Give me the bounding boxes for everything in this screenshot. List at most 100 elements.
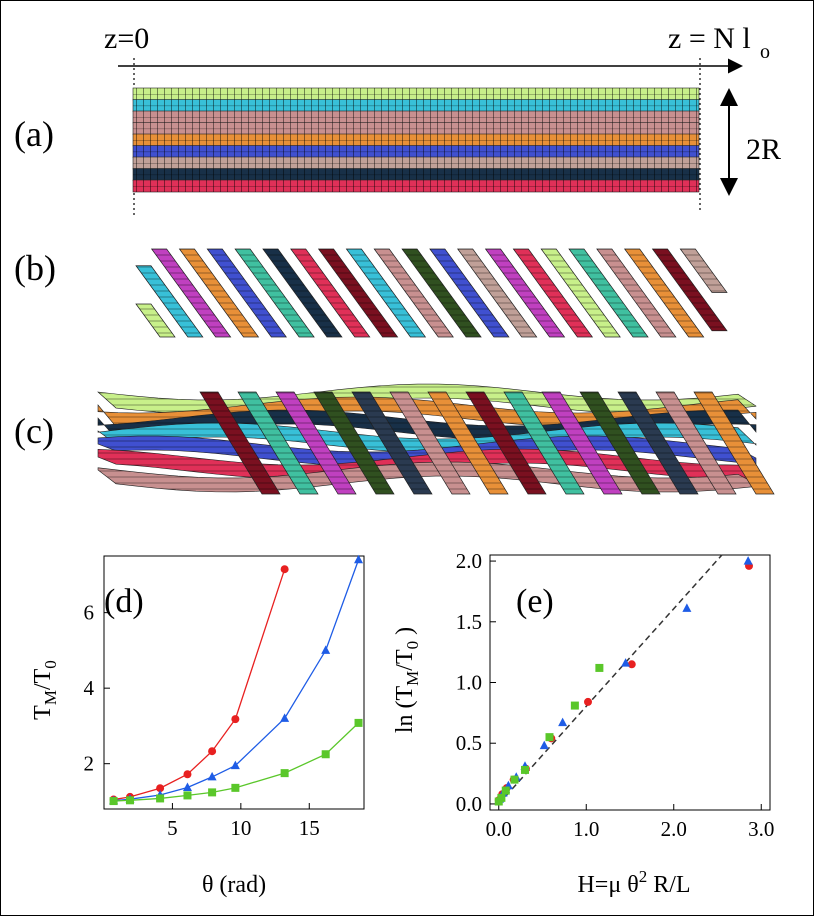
strand-b-mesh bbox=[235, 249, 315, 337]
chart-e-point bbox=[595, 663, 604, 672]
chart-e-point bbox=[497, 793, 506, 802]
strand-c-diagonal-mesh bbox=[504, 392, 584, 494]
chart-e-ytick-label: 2.0 bbox=[456, 549, 482, 573]
strand-c-diagonal-mesh bbox=[238, 392, 318, 494]
panel-a-straight-bundle: z=0 z = N l o 2R bbox=[104, 22, 781, 216]
chart-e-point bbox=[570, 701, 579, 710]
chart-d-point bbox=[354, 554, 364, 564]
chart-d-point bbox=[354, 718, 363, 727]
strand-c-diagonal-mesh bbox=[428, 392, 508, 494]
strand-b-mesh bbox=[596, 249, 676, 337]
strand-b-mesh bbox=[374, 249, 454, 337]
strand-b-mesh bbox=[318, 249, 398, 337]
chart-e-xtick-label: 3.0 bbox=[748, 817, 774, 841]
chart-d-ytick-label: 4 bbox=[84, 676, 95, 700]
chart-e-fit-line bbox=[498, 554, 723, 805]
chart-d-point bbox=[231, 783, 240, 792]
chart-d-point bbox=[280, 565, 289, 574]
strand-b-mesh bbox=[262, 249, 342, 337]
chart-e-xlabel: H=μ θ2 R/L bbox=[577, 867, 690, 898]
panel-label-d: (d) bbox=[104, 583, 144, 620]
strand-a-mesh bbox=[133, 99, 699, 112]
strand-b-mesh bbox=[402, 249, 482, 337]
chart-d-point bbox=[207, 771, 217, 781]
chart-d-point bbox=[156, 784, 165, 793]
chart-e-ytick-label: 0.0 bbox=[456, 792, 482, 816]
chart-e-xtick-label: 0.0 bbox=[486, 817, 512, 841]
strand-b-mesh bbox=[290, 249, 370, 337]
strand-a-mesh bbox=[133, 88, 699, 100]
strand-c-diagonal-mesh bbox=[200, 392, 280, 494]
chart-d-point bbox=[183, 770, 192, 779]
chart-e-point bbox=[627, 660, 636, 669]
strand-c-diagonal-mesh bbox=[694, 392, 774, 494]
strand-a-mesh bbox=[133, 111, 699, 123]
strand-c-diagonal-mesh bbox=[466, 392, 546, 494]
panel-c-buckled-bundle bbox=[97, 383, 775, 495]
chart-e-xtick-label: 1.0 bbox=[573, 817, 599, 841]
chart-d-point bbox=[156, 794, 165, 803]
panel-label-e: (e) bbox=[516, 583, 554, 620]
chart-d-ytick-label: 6 bbox=[84, 601, 95, 625]
chart-e-point bbox=[558, 717, 568, 727]
chart-e-point bbox=[539, 740, 549, 750]
strand-c-diagonal-mesh bbox=[314, 392, 394, 494]
chart-d-point bbox=[321, 645, 331, 654]
diameter-arrow-bottom-head bbox=[720, 178, 738, 196]
diameter-label: 2R bbox=[746, 133, 781, 166]
chart-e-point bbox=[621, 658, 631, 667]
panel-label-b: (b) bbox=[14, 248, 56, 288]
strand-c-diagonal-mesh bbox=[352, 392, 432, 494]
panel-label-a: (a) bbox=[14, 114, 54, 154]
chart-d-point bbox=[280, 713, 290, 722]
chart-d-xtick-label: 15 bbox=[299, 816, 320, 840]
strand-a-mesh bbox=[133, 180, 699, 192]
diameter-arrow-top-head bbox=[720, 88, 738, 106]
chart-d-ylabel: TM/T0 bbox=[30, 660, 60, 720]
chart-d-point bbox=[280, 769, 289, 778]
panel-b-twisted-bundle bbox=[135, 248, 728, 338]
strand-b-mesh bbox=[136, 304, 175, 337]
strand-a-mesh bbox=[133, 157, 699, 169]
strand-b-mesh bbox=[429, 249, 509, 337]
chart-d-point bbox=[230, 760, 240, 770]
z-start-label: z=0 bbox=[104, 22, 149, 55]
chart-e-ytick-label: 1.0 bbox=[456, 671, 482, 695]
strand-b-mesh bbox=[151, 249, 231, 337]
strand-c-diagonal-mesh bbox=[580, 392, 660, 494]
chart-d-point bbox=[208, 747, 217, 756]
chart-d: (d) θ (rad) TM/T0 5 10 15 2 4 6 bbox=[30, 554, 365, 898]
chart-d-xtick-label: 5 bbox=[167, 816, 178, 840]
chart-d-point bbox=[231, 715, 240, 724]
strand-b-mesh bbox=[136, 265, 203, 337]
chart-e-ytick-label: 0.5 bbox=[456, 731, 482, 755]
chart-d-point bbox=[109, 797, 118, 806]
chart-e-point bbox=[682, 603, 692, 612]
strand-b-mesh bbox=[624, 249, 704, 337]
strand-c-diagonal-mesh bbox=[656, 392, 736, 494]
z-end-subscript: o bbox=[760, 41, 770, 63]
z-end-label: z = N l bbox=[668, 22, 751, 55]
chart-e-point bbox=[501, 786, 510, 795]
chart-d-point bbox=[208, 788, 217, 797]
chart-d-xtick-label: 10 bbox=[230, 816, 251, 840]
strand-c-diagonal-mesh bbox=[390, 392, 470, 494]
strand-b-mesh bbox=[485, 249, 565, 337]
chart-e-point bbox=[510, 775, 519, 784]
panel-label-c: (c) bbox=[14, 411, 54, 451]
chart-d-xlabel: θ (rad) bbox=[202, 872, 266, 898]
strand-a-mesh bbox=[133, 122, 699, 135]
strand-b-mesh bbox=[179, 249, 259, 337]
chart-d-point bbox=[183, 791, 192, 800]
chart-e-point bbox=[584, 697, 592, 706]
strand-b-mesh bbox=[346, 249, 426, 337]
chart-e-xtick-label: 2.0 bbox=[661, 817, 687, 841]
strand-c-diagonal-mesh bbox=[618, 392, 698, 494]
strand-c-diagonal-mesh bbox=[542, 392, 622, 494]
strand-b-mesh bbox=[569, 249, 649, 337]
chart-e: (e) H=μ θ2 R/L ln (TM/T0 ) 0.0 1.0 2.0 3.0 0… bbox=[392, 549, 774, 898]
strand-b-mesh bbox=[513, 249, 593, 337]
chart-e-point bbox=[545, 733, 554, 742]
strand-c-diagonal-mesh bbox=[276, 392, 356, 494]
